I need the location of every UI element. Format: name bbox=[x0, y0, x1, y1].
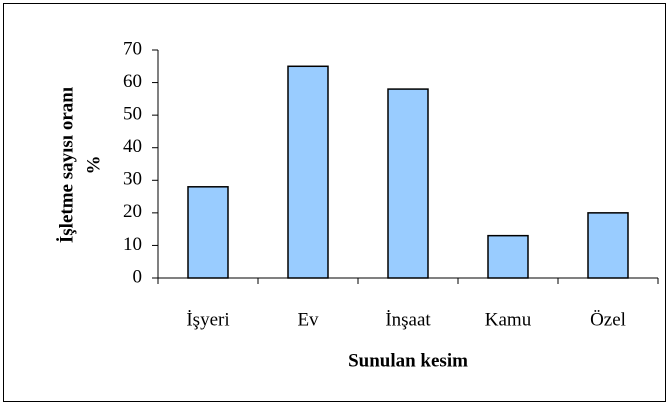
y-tick-label: 20 bbox=[123, 201, 142, 222]
bar bbox=[487, 234, 529, 279]
chart-border bbox=[3, 3, 666, 402]
y-tick-label: 0 bbox=[133, 266, 143, 287]
y-tick-label: 50 bbox=[123, 104, 142, 125]
bar bbox=[387, 88, 429, 279]
y-tick-label: 70 bbox=[123, 38, 142, 59]
x-tick-label: Ev bbox=[297, 309, 319, 330]
y-tick-label: 60 bbox=[123, 71, 142, 92]
x-tick-label: Kamu bbox=[485, 309, 532, 330]
x-tick-label: İnşaat bbox=[385, 309, 431, 330]
y-axis-label: % bbox=[83, 156, 104, 175]
x-tick-label: Özel bbox=[590, 309, 626, 330]
bar bbox=[287, 65, 329, 279]
y-axis-label: İşletme sayısı oranı bbox=[56, 87, 77, 243]
bar bbox=[187, 186, 229, 279]
y-tick-label: 10 bbox=[123, 234, 142, 255]
y-tick-label: 40 bbox=[123, 136, 142, 157]
bar bbox=[587, 212, 629, 279]
x-tick-label: İşyeri bbox=[186, 309, 229, 330]
y-tick-label: 30 bbox=[123, 169, 142, 190]
x-axis-label: Sunulan kesim bbox=[348, 350, 468, 371]
